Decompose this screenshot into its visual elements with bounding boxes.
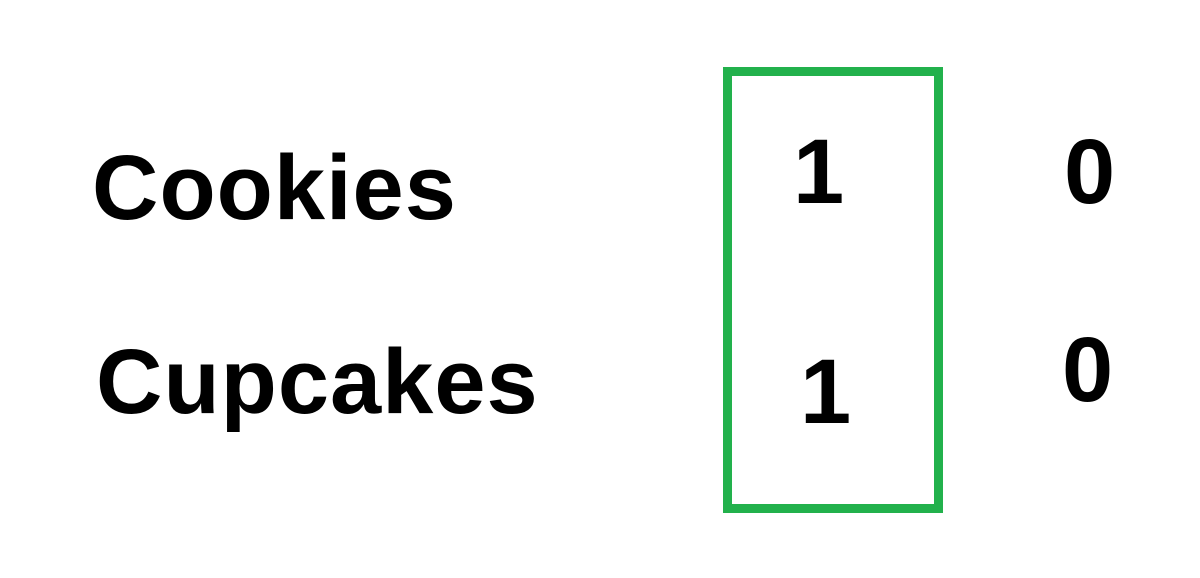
cell-cookies-col1: 1	[793, 121, 845, 223]
row-label-cookies: Cookies	[92, 137, 457, 239]
cell-cupcakes-col2: 0	[1062, 319, 1114, 421]
cell-cupcakes-col1: 1	[800, 341, 852, 443]
cell-cookies-col2: 0	[1064, 121, 1116, 223]
row-label-cupcakes: Cupcakes	[96, 331, 539, 433]
column-highlight-box	[723, 67, 943, 513]
